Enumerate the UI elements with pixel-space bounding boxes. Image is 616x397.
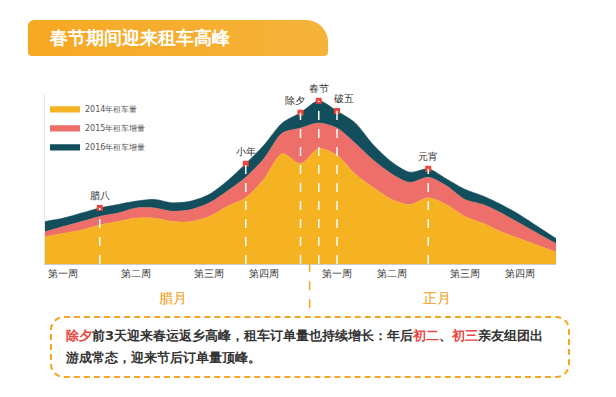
svg-text:第三周: 第三周 xyxy=(450,268,480,279)
svg-text:元宵: 元宵 xyxy=(418,151,438,162)
svg-text:2014年租车量: 2014年租车量 xyxy=(85,105,137,114)
svg-text:腊八: 腊八 xyxy=(90,190,110,201)
svg-text:小年: 小年 xyxy=(236,146,256,157)
svg-text:第二周: 第二周 xyxy=(377,268,407,279)
svg-text:除夕: 除夕 xyxy=(285,95,305,106)
svg-text:第三周: 第三周 xyxy=(194,268,224,279)
svg-text:第二周: 第二周 xyxy=(121,268,151,279)
svg-text:腊月: 腊月 xyxy=(159,290,187,306)
svg-text:正月: 正月 xyxy=(423,290,451,306)
svg-text:2016年租车增量: 2016年租车增量 xyxy=(85,143,145,152)
html-text:除夕前3天迎来春运返乡高峰，租车订单量也持续增长：年后初二、: 除夕前3天迎来春运返乡高峰，租车订单量也持续增长：年后初二、初三亲友组团出游成常… xyxy=(66,328,543,365)
svg-text:春节: 春节 xyxy=(309,83,329,94)
svg-text:2015年租车增量: 2015年租车增量 xyxy=(85,124,145,133)
svg-text:第四周: 第四周 xyxy=(505,268,535,279)
html-text:春节期间迎来租车高峰: 春节期间迎来租车高峰 xyxy=(50,27,230,48)
svg-text:第一周: 第一周 xyxy=(48,268,78,279)
svg-text:破五: 破五 xyxy=(333,93,354,104)
svg-text:第一周: 第一周 xyxy=(322,268,352,279)
svg-text:第四周: 第四周 xyxy=(249,268,279,279)
